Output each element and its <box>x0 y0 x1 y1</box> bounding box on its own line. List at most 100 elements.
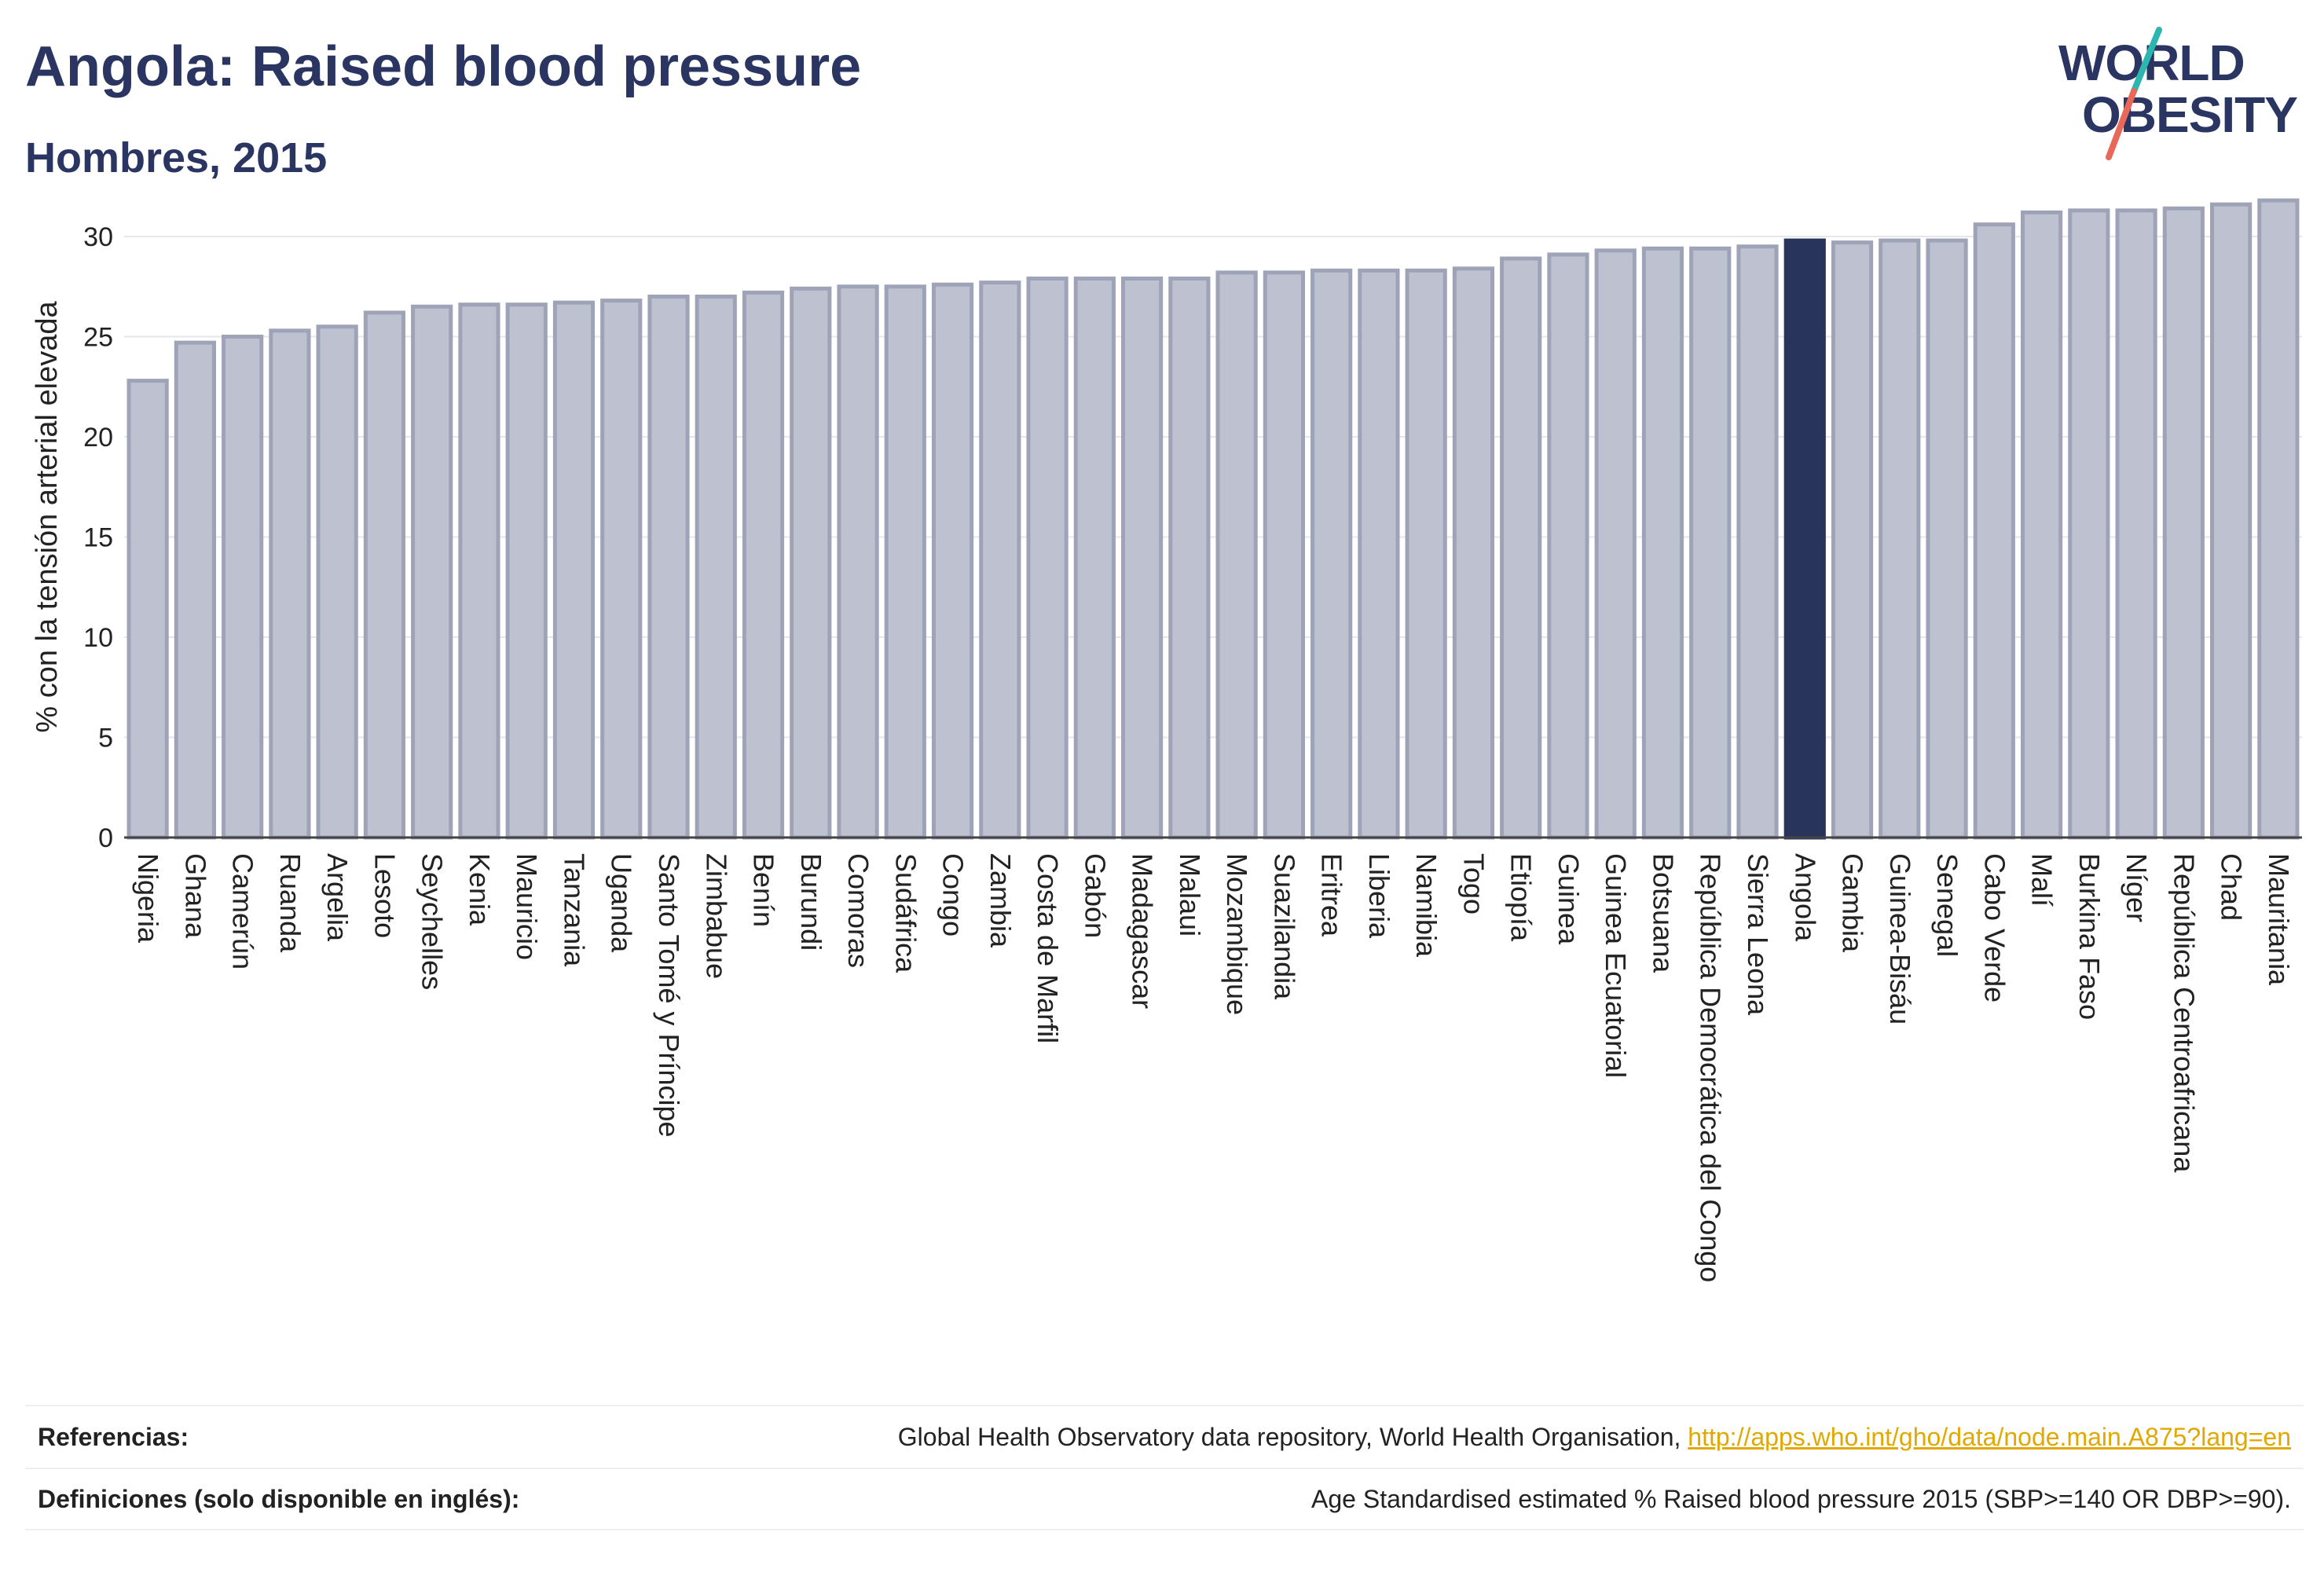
x-tick-label: Guinea <box>1552 853 1585 945</box>
bar-kenia[interactable] <box>458 302 500 840</box>
y-tick-label: 10 <box>83 623 113 653</box>
bar-sud-frica[interactable] <box>884 284 926 840</box>
x-tick-label: Mauritania <box>2263 853 2295 986</box>
y-axis-label: % con la tensión arterial elevada <box>31 301 64 733</box>
bar-seychelles[interactable] <box>411 304 453 840</box>
bar-etiop-a[interactable] <box>1500 256 1542 840</box>
x-tick-label: Uganda <box>606 853 638 953</box>
bar-mauricio[interactable] <box>505 302 548 840</box>
bar-guinea[interactable] <box>1547 252 1589 840</box>
bar-ghana[interactable] <box>174 340 216 840</box>
bar-argelia[interactable] <box>316 324 358 840</box>
bar-gambia[interactable] <box>1831 240 1874 840</box>
x-tick-label: Eritrea <box>1316 853 1348 937</box>
world-obesity-logo: WORLD OBESITY <box>2058 27 2298 160</box>
bar-angola[interactable] <box>1783 238 1826 840</box>
y-tick-label: 30 <box>83 222 113 252</box>
bar-suazilandia[interactable] <box>1263 270 1305 840</box>
bar-ben-n[interactable] <box>742 290 785 840</box>
logo-slash-teal <box>2131 27 2162 94</box>
x-tick-label: Chad <box>2216 853 2248 921</box>
bar-mal-[interactable] <box>2020 210 2063 840</box>
x-tick-label: Cabo Verde <box>1978 853 2011 1002</box>
bar-togo[interactable] <box>1452 266 1495 840</box>
bar-burkina-faso[interactable] <box>2068 208 2110 840</box>
bar-guinea-ecuatorial[interactable] <box>1594 248 1637 840</box>
bar-senegal[interactable] <box>1926 238 1968 840</box>
references-text: Global Health Observatory data repositor… <box>897 1422 1681 1451</box>
x-tick-label: Lesoto <box>368 853 401 938</box>
bar-eritrea[interactable] <box>1310 268 1353 840</box>
x-tick-label: Nigeria <box>132 853 164 944</box>
bar-rep-blica-democr-tica-del-congo[interactable] <box>1689 246 1732 840</box>
x-tick-label: Gambia <box>1837 853 1869 953</box>
bar-rep-blica-centroafricana[interactable] <box>2162 206 2205 840</box>
page-title: Angola: Raised blood pressure <box>25 35 862 98</box>
bar-zimbabue[interactable] <box>695 295 737 840</box>
x-tick-label: Liberia <box>1363 853 1395 939</box>
bar-comoras[interactable] <box>837 284 879 840</box>
x-tick-label: Sierra Leona <box>1742 853 1774 1016</box>
x-tick-label: Ghana <box>179 853 211 939</box>
bar-congo[interactable] <box>931 282 974 840</box>
bar-cabo-verde[interactable] <box>1973 222 2015 840</box>
x-tick-label: Guinea Ecuatorial <box>1600 853 1632 1078</box>
definitions-row: Definiciones (solo disponible en inglés)… <box>25 1468 2304 1530</box>
x-tick-label: Malí <box>2026 853 2058 907</box>
definitions-label: Definiciones (solo disponible en inglés)… <box>38 1484 520 1513</box>
bar-namibia[interactable] <box>1405 268 1447 840</box>
bar-malaui[interactable] <box>1168 277 1211 840</box>
bar-uganda[interactable] <box>600 299 643 840</box>
x-tick-label: Suazilandia <box>1268 853 1300 1000</box>
bar-botsuana[interactable] <box>1641 246 1684 840</box>
bar-santo-tom-y-pr-ncipe[interactable] <box>647 295 690 840</box>
bar-gab-n[interactable] <box>1073 277 1116 840</box>
x-tick-label: Tanzania <box>558 853 590 967</box>
bar-liberia[interactable] <box>1358 268 1400 840</box>
x-tick-label: Namibia <box>1410 853 1442 958</box>
y-tick-label: 15 <box>83 523 113 553</box>
x-tick-label: Senegal <box>1931 853 1963 957</box>
bar-zambia[interactable] <box>979 280 1021 840</box>
y-tick-label: 5 <box>98 724 113 753</box>
references-label: Referencias: <box>38 1422 189 1451</box>
x-tick-label: Angola <box>1789 853 1821 942</box>
x-tick-label: Seychelles <box>416 853 449 990</box>
x-tick-label: Gabón <box>1079 853 1111 938</box>
bar-tanzania[interactable] <box>552 300 596 840</box>
x-tick-label: Togo <box>1457 853 1490 914</box>
x-tick-label: Níger <box>2121 853 2153 922</box>
x-tick-label: Argelia <box>321 853 354 942</box>
bar-guinea-bis-u[interactable] <box>1879 238 1921 840</box>
bar-nigeria[interactable] <box>126 379 169 840</box>
bar-ruanda[interactable] <box>269 328 311 840</box>
x-tick-label: Zimbabue <box>700 853 732 979</box>
bar-burundi[interactable] <box>790 286 832 840</box>
x-tick-label: Santo Tomé y Príncipe <box>653 853 685 1138</box>
x-tick-label: Costa de Marfil <box>1032 853 1064 1043</box>
x-tick-label: Guinea-Bisáu <box>1884 853 1916 1024</box>
x-tick-label: Burkina Faso <box>2073 853 2106 1020</box>
bar-mauritania[interactable] <box>2257 198 2300 840</box>
bar-n-ger[interactable] <box>2115 208 2157 840</box>
x-tick-label: Sudáfrica <box>889 853 922 973</box>
x-tick-label: Benín <box>748 853 780 927</box>
y-tick-label: 0 <box>98 823 113 853</box>
y-tick-label: 20 <box>83 423 113 453</box>
x-tick-label: Camerún <box>227 853 259 969</box>
x-tick-label: Ruanda <box>274 853 306 953</box>
bar-lesoto[interactable] <box>363 310 406 840</box>
references-link[interactable]: http://apps.who.int/gho/data/node.main.A… <box>1688 1422 2291 1451</box>
bar-chad[interactable] <box>2210 202 2253 840</box>
x-tick-label: Zambia <box>984 853 1017 948</box>
bar-sierra-leona[interactable] <box>1736 244 1779 840</box>
bar-mozambique[interactable] <box>1215 270 1258 840</box>
x-tick-label: Malaui <box>1174 853 1206 936</box>
page-subtitle: Hombres, 2015 <box>25 134 328 181</box>
bar-madagascar[interactable] <box>1121 277 1164 840</box>
bar-costa-de-marfil[interactable] <box>1026 277 1069 840</box>
x-tick-label: República Democrática del Congo <box>1695 853 1727 1282</box>
logo-slash-coral <box>2106 88 2137 160</box>
references-value: Global Health Observatory data repositor… <box>898 1423 2291 1452</box>
bar-camer-n[interactable] <box>222 335 264 840</box>
